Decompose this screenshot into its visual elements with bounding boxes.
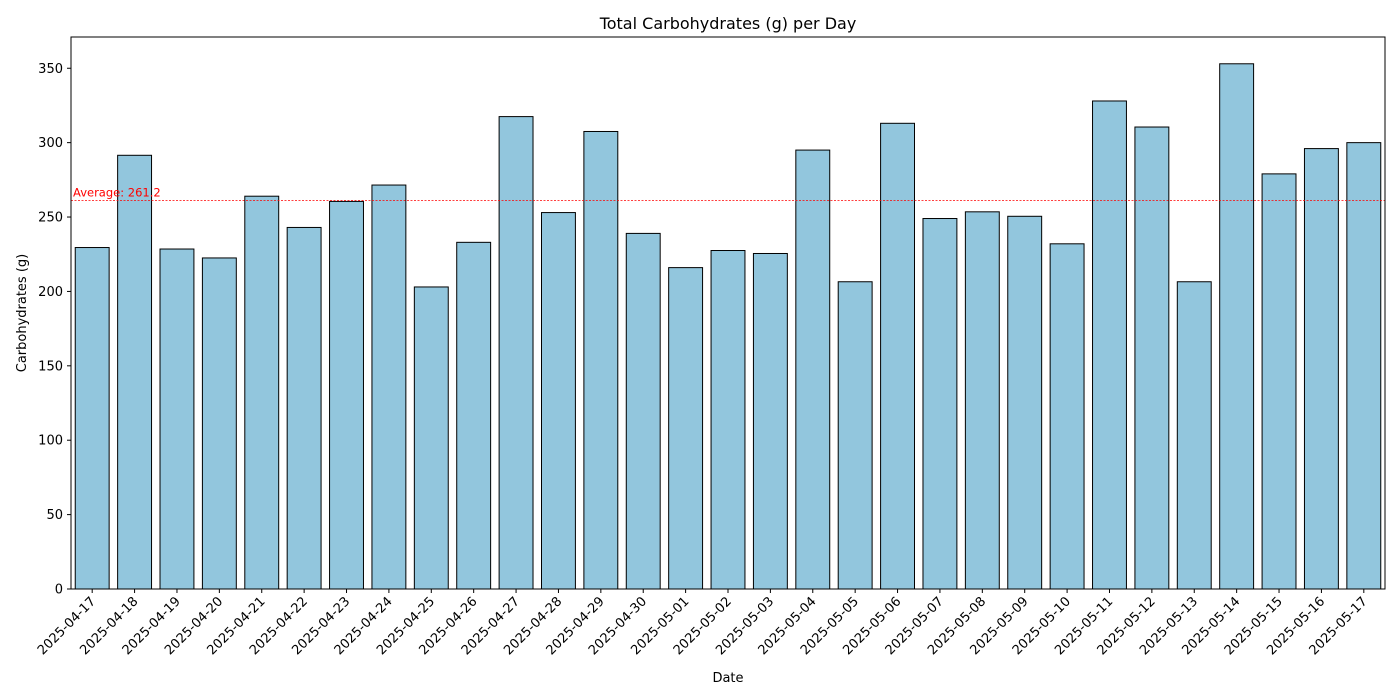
bar-2025-05-11 [1092,100,1127,590]
bar-2025-04-17 [74,247,110,590]
bar-2025-04-23 [329,200,364,590]
bar-2025-05-13 [1176,281,1212,590]
x-axis: 2025-04-172025-04-182025-04-192025-04-20… [35,589,1371,658]
bar-2025-05-08 [964,211,1000,590]
bar-2025-05-07 [922,218,958,590]
bar-2025-05-01 [668,267,704,590]
bar-2025-04-27 [498,116,534,590]
bar-2025-05-06 [880,122,916,590]
bar-2025-04-30 [625,232,661,590]
bar-2025-04-24 [371,184,407,590]
bar-2025-04-22 [286,226,322,590]
y-tick-label-150: 150 [38,359,63,374]
bar-2025-04-18 [117,154,153,590]
y-tick-label-0: 0 [55,583,63,598]
average-layer: Average: 261.2 [71,185,1385,201]
x-axis-label: Date [712,671,743,686]
bar-2025-05-03 [752,252,788,590]
bar-2025-05-12 [1134,126,1170,590]
average-label: Average: 261.2 [73,185,161,199]
bar-2025-05-15 [1261,173,1297,590]
bar-2025-05-05 [837,281,873,590]
bars-layer [74,63,1382,590]
bar-2025-05-09 [1007,215,1043,590]
bar-2025-05-04 [795,149,831,590]
bar-2025-04-19 [159,248,195,590]
bar-2025-04-20 [201,257,237,590]
y-tick-label-100: 100 [38,434,63,449]
bar-2025-04-28 [541,212,576,590]
bar-2025-05-17 [1346,142,1382,590]
y-tick-label-200: 200 [38,285,63,300]
bar-2025-04-21 [244,195,280,590]
y-axis: 0 50 100 150 200 250 300 350 [38,62,71,598]
bar-2025-04-25 [413,286,449,590]
bar-2025-04-29 [583,130,619,590]
chart-title: Total Carbohydrates (g) per Day [599,14,857,33]
bar-2025-04-26 [456,241,492,590]
bar-2025-05-14 [1219,63,1255,590]
y-tick-label-250: 250 [38,211,63,226]
y-tick-label-50: 50 [46,508,63,523]
bar-2025-05-02 [710,250,746,590]
y-tick-label-300: 300 [38,136,63,151]
plot-frame [70,36,1386,590]
bar-2025-05-16 [1303,148,1339,590]
y-axis-label: Carbohydrates (g) [15,254,30,373]
bar-2025-05-10 [1049,243,1085,590]
y-tick-label-350: 350 [38,62,63,77]
